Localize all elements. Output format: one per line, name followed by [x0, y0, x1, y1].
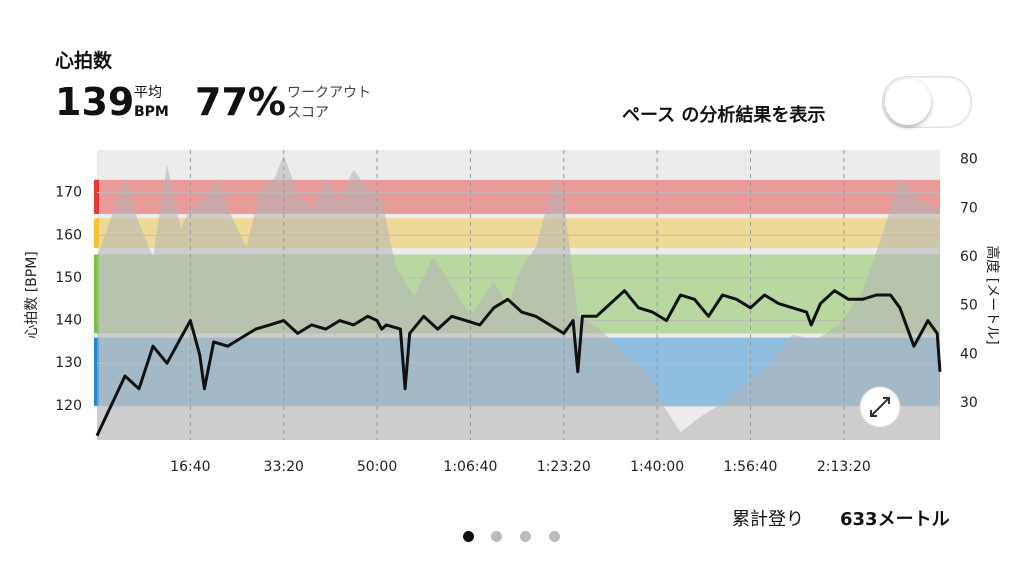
y2-tick-label: 60 [960, 249, 978, 265]
toggle[interactable] [882, 76, 972, 128]
page-dot[interactable] [549, 531, 560, 542]
y2-axis-label: 高度 [メートル] [984, 245, 1001, 344]
x-tick-label: 1:56:40 [723, 459, 777, 475]
climb-label: 累計登り [732, 509, 804, 530]
toggle-label: ペース の分析結果を表示 [622, 105, 826, 126]
score-label: ワークアウト [287, 85, 371, 101]
zone-marker [94, 337, 99, 406]
zone-band [97, 179, 940, 214]
y-tick-label: 120 [55, 398, 82, 414]
y-tick-label: 160 [55, 227, 82, 243]
y2-tick-label: 50 [960, 298, 978, 314]
score-value: 77% [195, 80, 286, 124]
avg-label: 平均 [134, 85, 162, 101]
y2-tick-label: 80 [960, 152, 978, 168]
score-label: スコア [287, 105, 329, 121]
page-dot[interactable] [520, 531, 531, 542]
toggle-knob [885, 79, 931, 125]
heart-rate-line [95, 289, 942, 437]
y-tick-label: 170 [55, 185, 82, 201]
x-tick-label: 1:40:00 [630, 459, 684, 475]
y-axis-label: 心拍数 [BPM] [24, 251, 40, 339]
y-tick-label: 150 [55, 270, 82, 286]
zone-marker [94, 179, 99, 214]
y2-tick-label: 70 [960, 200, 978, 216]
climb-value: 633メートル [840, 509, 950, 530]
y-tick-label: 140 [55, 313, 82, 329]
x-tick-label: 1:23:20 [537, 459, 591, 475]
zone-marker [94, 254, 99, 334]
avg-value: 139 [55, 80, 135, 124]
elevation-area [97, 154, 940, 440]
y2-tick-label: 40 [960, 346, 978, 362]
zone-marker [94, 218, 99, 249]
page-dot[interactable] [491, 531, 502, 542]
x-tick-label: 1:06:40 [443, 459, 497, 475]
page-dot[interactable] [463, 531, 474, 542]
x-tick-label: 50:00 [357, 459, 397, 475]
avg-unit: BPM [134, 104, 169, 120]
y2-tick-label: 30 [960, 395, 978, 411]
expand-button[interactable] [859, 386, 901, 428]
y-tick-label: 130 [55, 355, 82, 371]
x-tick-label: 16:40 [170, 459, 210, 475]
title: 心拍数 [55, 50, 113, 72]
x-tick-label: 2:13:20 [817, 459, 871, 475]
x-tick-label: 33:20 [264, 459, 304, 475]
